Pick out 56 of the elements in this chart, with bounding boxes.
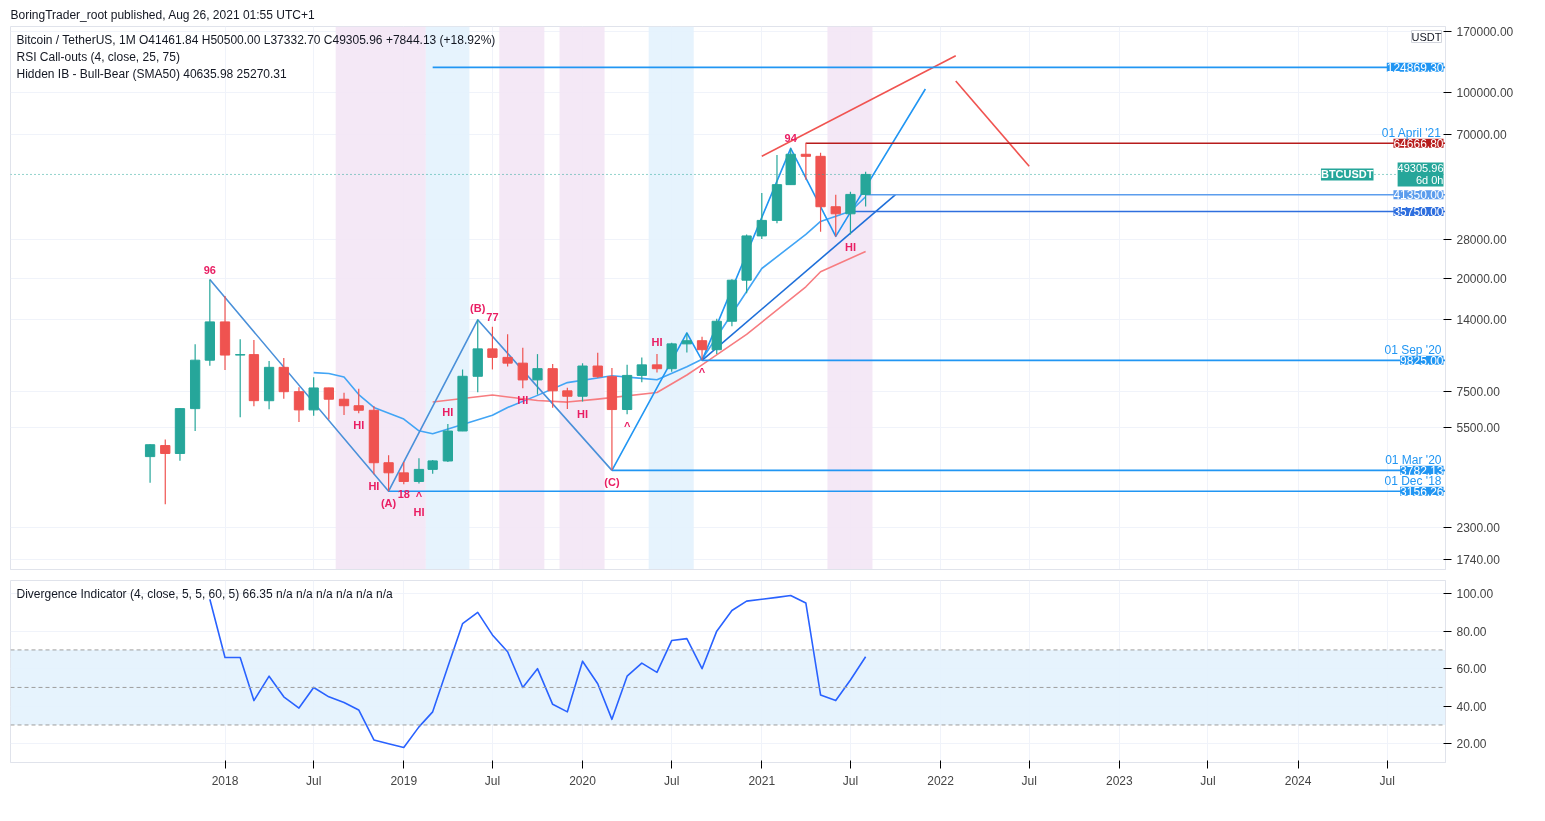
- y-axis-title: USDT: [1411, 30, 1442, 43]
- y-tick-label: 170000.00: [1456, 25, 1514, 40]
- x-tick-label: Jul: [484, 773, 501, 788]
- annotation: 18: [397, 488, 410, 501]
- text: Bitcoin / TetherUS, 1M O41461.84 H50500.00 L37332.70 C49305.96 +7844.13 (+18.92%): [16, 32, 496, 47]
- annotation: (C): [604, 476, 620, 489]
- annotation: ^: [415, 489, 423, 502]
- annotation: 77: [486, 310, 499, 323]
- annotation: HI: [353, 419, 365, 432]
- data-label: 41350.00: [1393, 188, 1444, 203]
- y-tick-label: 60.00: [1456, 662, 1487, 677]
- annotation: HI: [844, 240, 856, 253]
- text: Divergence Indicator (4, close, 5, 5, 60, 5) 66.35 n/a n/a n/a n/a n/a n/a: [16, 586, 394, 601]
- annotation: (B): [470, 301, 486, 314]
- y-tick-label: 28000.00: [1456, 233, 1507, 248]
- y-tick-label: 2300.00: [1456, 521, 1501, 536]
- annotation: HI: [651, 336, 663, 349]
- x-tick-label: Jul: [1200, 773, 1216, 788]
- y-tick-label: 80.00: [1456, 624, 1487, 639]
- x-tick-label: 2018: [211, 773, 239, 788]
- x-tick-label: 2019: [390, 773, 418, 788]
- annotation: HI: [577, 407, 589, 420]
- y-tick-label: 5500.00: [1456, 420, 1501, 435]
- y-tick-label: 70000.00: [1456, 127, 1507, 142]
- data-label: 3156.26: [1400, 484, 1444, 499]
- data-label: 124869.30: [1386, 60, 1444, 75]
- annotation: HI: [442, 405, 454, 418]
- x-tick-label: 2024: [1284, 773, 1312, 788]
- annotation: 96: [203, 263, 216, 276]
- x-tick-label: 2023: [1105, 773, 1133, 788]
- y-tick-label: 14000.00: [1456, 313, 1507, 328]
- annotation: HI: [413, 505, 425, 518]
- x-tick-label: Jul: [1379, 773, 1395, 788]
- annotation: RSI Call-outs (4, close, 25, 75): [16, 49, 180, 64]
- y-tick-label: 100000.00: [1456, 86, 1514, 101]
- annotation: ^: [698, 366, 706, 379]
- x-tick-label: Jul: [1021, 773, 1037, 788]
- chart-subtitle: BoringTrader_root published, Aug 26, 2021 01:55 UTC+1: [10, 7, 315, 22]
- y-tick-label: 1740.00: [1456, 553, 1501, 568]
- x-tick-label: 2020: [569, 773, 597, 788]
- annotation: ^: [623, 420, 631, 433]
- x-tick-label: Jul: [305, 773, 322, 788]
- x-tick-label: 2021: [748, 773, 776, 788]
- y-tick-label: 7500.00: [1456, 384, 1501, 399]
- ref-line-label: BTCUSDT: [1320, 168, 1374, 181]
- annotation: (A): [380, 497, 397, 510]
- annotation: HI: [368, 480, 380, 493]
- x-tick-label: Jul: [842, 773, 859, 788]
- y-tick-label: 40.00: [1456, 699, 1487, 714]
- y-tick-label: 100.00: [1456, 587, 1494, 602]
- x-tick-label: 2022: [927, 773, 955, 788]
- annotation: Hidden IB - Bull-Bear (SMA50) 40635.98 25270.31: [16, 66, 287, 81]
- data-label: 35750.00: [1393, 204, 1444, 219]
- x-tick-label: Jul: [664, 773, 680, 788]
- y-tick-label: 20.00: [1456, 737, 1487, 752]
- y-tick-label: 20000.00: [1456, 271, 1507, 286]
